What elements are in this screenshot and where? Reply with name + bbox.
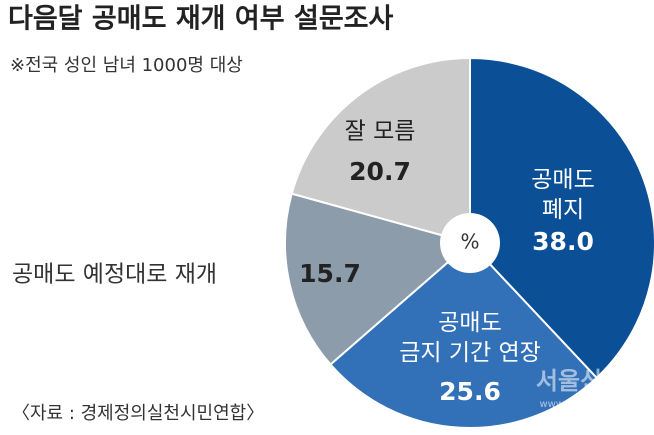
pie-slice [284, 192, 473, 366]
value-label: 25.6 [439, 377, 501, 406]
pie-slice [290, 56, 471, 245]
slice-label: 공매도 폐지 [531, 167, 594, 223]
unit-label: % [460, 230, 479, 254]
slice-label: 공매도 금지 기간 연장 [399, 310, 541, 366]
watermark-url: www.seoul.co.kr [539, 399, 621, 410]
source: 〈자료 : 경제정의실천시민연합〉 [12, 403, 264, 424]
watermark: 서울신문 [536, 367, 624, 395]
pie-slice [329, 241, 599, 429]
slice-label: 공매도 예정대로 재개 [12, 262, 217, 288]
pie-slice [469, 56, 654, 380]
chart-title: 다음달 공매도 재개 여부 설문조사 [8, 4, 394, 35]
value-label: 38.0 [532, 227, 594, 256]
value-label: 20.7 [349, 157, 411, 186]
value-label: 15.7 [299, 259, 361, 288]
pie: % 공매도 폐지 38.0 공매도 금지 기간 연장 25.6 공매도 예정대로 재개 15.7… [12, 56, 654, 429]
slice-label: 잘 모름 [345, 119, 416, 145]
donut-hole [440, 213, 500, 273]
chart-subtitle: ※전국 성인 남녀 1000명 대상 [10, 55, 243, 76]
